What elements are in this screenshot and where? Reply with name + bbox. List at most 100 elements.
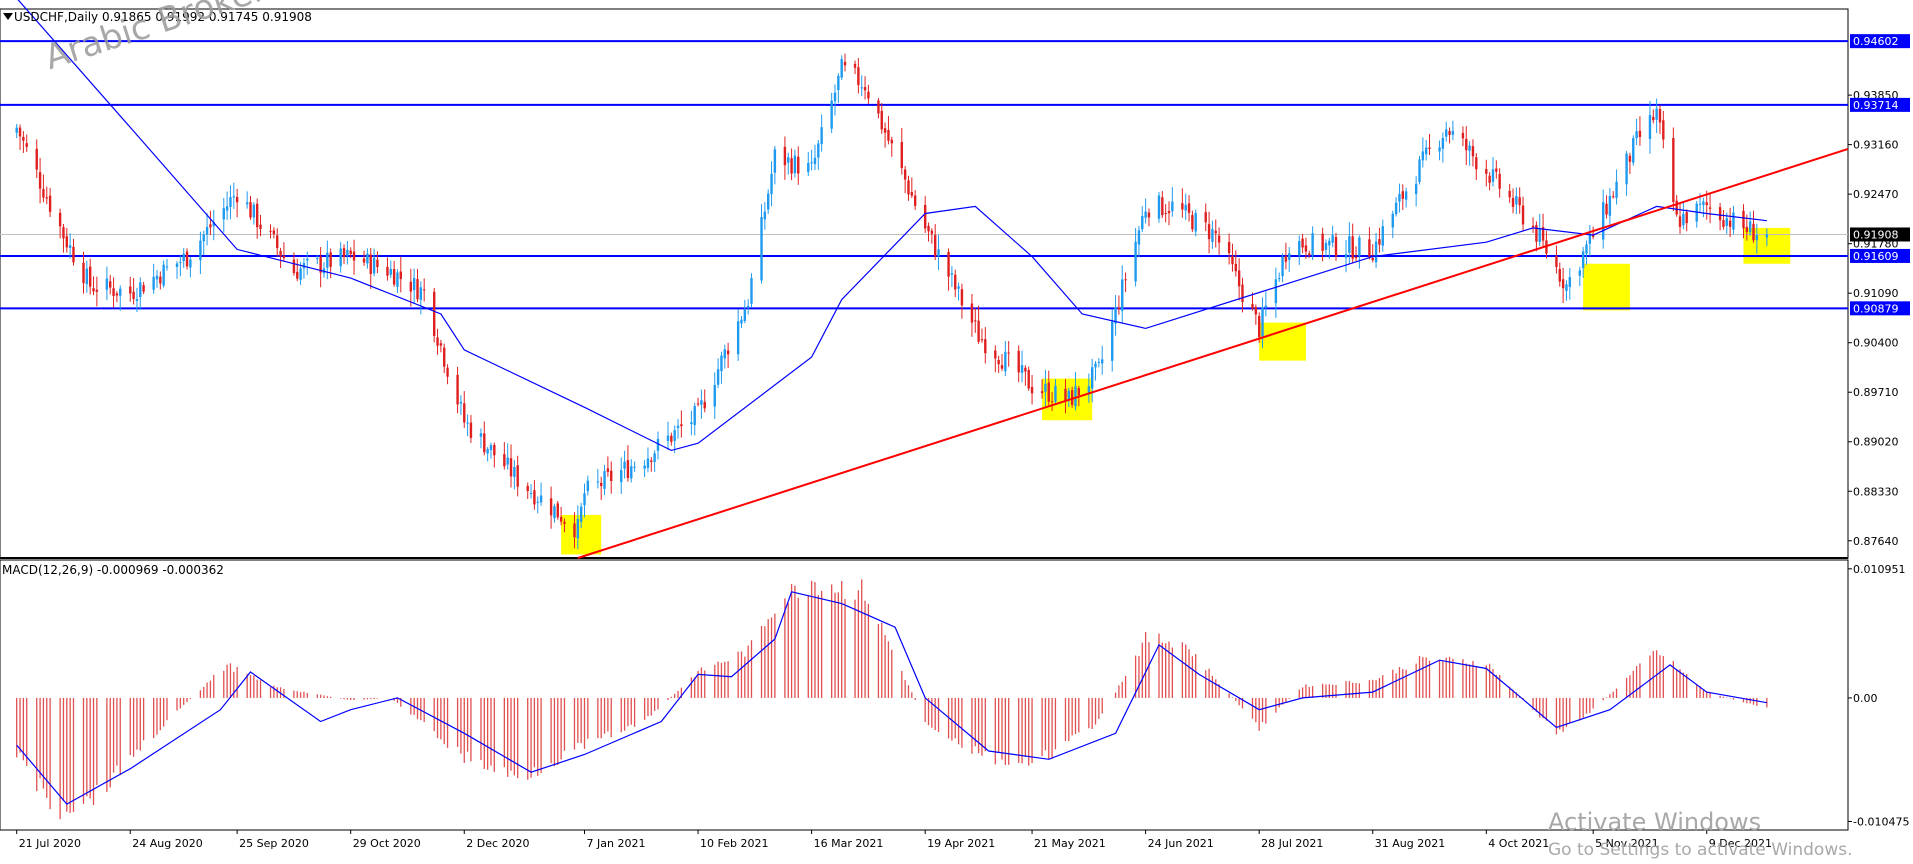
date-tick-label: 24 Aug 2020 [132, 837, 202, 850]
activation-title: Activate Windows [1548, 808, 1762, 836]
candle-body [25, 143, 28, 147]
candle-body [1468, 145, 1471, 151]
candle-body [974, 320, 977, 322]
candle-body [279, 250, 282, 257]
candle-body [1284, 256, 1288, 262]
trendline[interactable] [577, 147, 1849, 559]
candle-body [316, 258, 319, 260]
candle-body [696, 403, 700, 405]
candle-body [1602, 202, 1605, 240]
candle-body [887, 130, 890, 141]
candle-body [1725, 218, 1728, 226]
macd-tick-label: 0.00 [1853, 692, 1878, 705]
candle-body [1067, 390, 1070, 399]
candle-body [1675, 200, 1678, 215]
level-price-label: 0.93714 [1853, 99, 1899, 112]
candle-body [95, 289, 99, 292]
candle-body [1214, 230, 1217, 234]
candle-body [339, 248, 342, 267]
candle-body [573, 523, 576, 538]
date-tick-label: 31 Aug 2021 [1375, 837, 1445, 850]
candle-body [1044, 383, 1047, 392]
candle-body [1728, 220, 1732, 227]
candle-body [810, 162, 813, 164]
candle-body [1568, 277, 1571, 287]
symbol-header: USDCHF,Daily 0.91865 0.91992 0.91745 0.9… [14, 10, 312, 24]
candle-body [22, 136, 25, 141]
candle-body [1114, 307, 1117, 324]
candle-body [1020, 365, 1024, 373]
date-tick-label: 29 Oct 2020 [353, 837, 421, 850]
candle-body [1070, 390, 1074, 405]
candle-body [1211, 229, 1214, 242]
candle-body [1030, 386, 1034, 394]
candle-body [1231, 255, 1234, 265]
candle-body [516, 465, 519, 487]
candle-body [1662, 120, 1665, 140]
candle-body [1194, 213, 1197, 232]
candle-body [1241, 284, 1244, 303]
dropdown-arrow-icon[interactable] [3, 13, 13, 20]
candle-body [1278, 278, 1281, 280]
candle-body [1705, 202, 1708, 206]
candle-body [760, 217, 763, 281]
candle-body [883, 128, 887, 133]
candle-body [1137, 230, 1141, 245]
candle-body [232, 196, 235, 198]
candle-body [199, 240, 202, 261]
candle-body [863, 87, 867, 91]
candle-body [623, 461, 626, 469]
candle-body [1371, 258, 1374, 261]
candle-body [249, 202, 252, 218]
candle-body [1655, 108, 1658, 120]
candle-body [984, 339, 987, 354]
price-layer [0, 0, 1849, 559]
candle-body [670, 435, 673, 442]
macd-tick-label: -0.010475 [1853, 815, 1909, 828]
candle-body [980, 339, 984, 341]
candle-body [1027, 369, 1030, 389]
price-tick-label: 0.92470 [1853, 188, 1899, 201]
candle-body [1017, 350, 1020, 373]
date-tick-label: 21 May 2021 [1034, 837, 1106, 850]
candle-body [1605, 203, 1608, 215]
activation-subtitle: Go to Settings to activate Windows. [1548, 840, 1853, 860]
candle-body [1251, 303, 1254, 309]
candle-body [1495, 168, 1498, 172]
candle-body [1217, 235, 1221, 243]
macd-signal-line[interactable] [16, 591, 1768, 805]
candle-body [1418, 159, 1421, 183]
candle-body [1628, 155, 1632, 162]
candle-body [1421, 151, 1425, 161]
candle-body [399, 271, 402, 279]
candle-body [115, 293, 119, 296]
candle-body [412, 278, 416, 291]
candle-body [1141, 215, 1144, 230]
moving-average-line[interactable] [17, 0, 1767, 452]
highlight-box-4 [1583, 263, 1630, 311]
candle-body [1147, 212, 1151, 218]
candle-body [1742, 210, 1745, 229]
highlight-box-3 [1259, 322, 1306, 361]
candle-body [1304, 245, 1308, 252]
candle-body [1648, 115, 1652, 140]
candle-body [656, 438, 660, 451]
candle-body [610, 470, 613, 482]
candle-body [1040, 391, 1044, 394]
candle-body [787, 157, 790, 163]
candle-body [352, 251, 356, 261]
candle-body [1097, 362, 1101, 364]
candle-body [583, 493, 586, 506]
candle-body [62, 227, 65, 239]
candle-body [469, 422, 473, 438]
candle-body [1491, 169, 1495, 182]
candle-body [1581, 251, 1585, 268]
candle-body [1718, 207, 1722, 221]
candle-body [1274, 279, 1278, 304]
price-tick-label: 0.89020 [1853, 436, 1899, 449]
candle-body [666, 435, 670, 441]
date-tick-label: 5 Nov 2021 [1595, 837, 1658, 850]
candle-body [586, 480, 590, 492]
